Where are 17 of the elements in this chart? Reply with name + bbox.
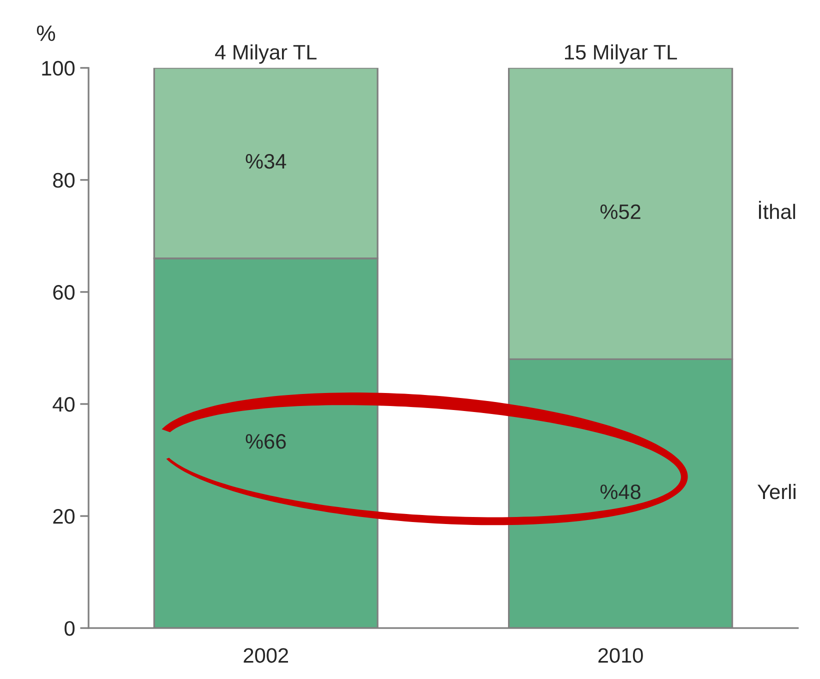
data-label: %66: [246, 434, 286, 449]
y-tick-label: 80: [53, 172, 75, 188]
data-label: %34: [246, 154, 286, 169]
data-label: %48: [600, 484, 640, 500]
x-tick-label: 2002: [244, 648, 288, 663]
annotation: 15 Milyar TL: [565, 44, 677, 64]
y-tick-label: 100: [42, 60, 75, 76]
data-label: %52: [600, 204, 640, 220]
y-tick-label: 0: [64, 621, 75, 636]
series-label: Yerli: [758, 484, 796, 500]
y-tick-label: 40: [52, 397, 75, 412]
annotation: 4 Milyar TL: [215, 44, 317, 64]
series-label: İthal: [759, 200, 796, 220]
x-tick-label: 2010: [598, 648, 643, 663]
y-axis-title: %: [36, 25, 56, 42]
y-tick-label: 20: [53, 509, 75, 524]
y-tick-label: 60: [53, 284, 75, 300]
